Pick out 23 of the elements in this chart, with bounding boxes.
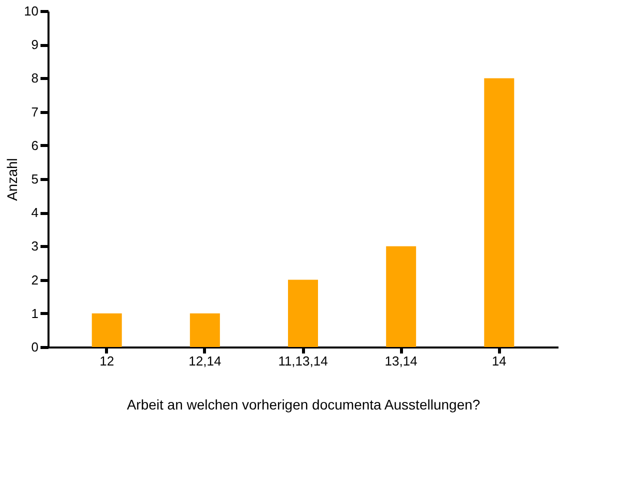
y-tick-label: 4: [31, 205, 38, 220]
y-tick-label: 9: [31, 37, 38, 52]
x-tick-label: 12: [100, 354, 114, 368]
bar: [484, 78, 514, 347]
bar: [288, 280, 318, 347]
bar: [190, 313, 220, 347]
x-tick-label: 12,14: [188, 354, 222, 368]
bar: [92, 313, 122, 347]
y-tick-label: 8: [31, 70, 38, 86]
bar: [386, 246, 416, 347]
y-tick-label: 5: [31, 172, 38, 186]
x-tick-label: 14: [492, 354, 506, 368]
y-tick-label: 3: [31, 238, 38, 254]
x-tick-label: 13,14: [384, 354, 418, 368]
x-axis-title: Arbeit an welchen vorherigen documenta Ausstellungen?: [126, 396, 480, 412]
x-tick-label: 11,13,14: [278, 354, 328, 368]
y-tick-label: 10: [24, 4, 38, 18]
y-tick-label: 6: [31, 138, 38, 153]
y-tick-label: 0: [31, 340, 38, 354]
y-tick-label: 1: [31, 306, 38, 321]
y-axis-title: Anzahl: [4, 158, 20, 201]
y-tick-label: 2: [31, 272, 38, 288]
y-tick-label: 7: [31, 104, 38, 120]
